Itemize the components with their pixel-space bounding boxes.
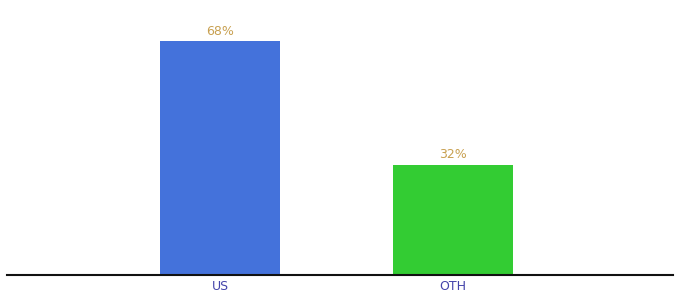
Bar [160, 41, 280, 274]
Text: 32%: 32% [439, 148, 467, 161]
Bar [393, 165, 513, 274]
Text: 68%: 68% [206, 25, 234, 38]
